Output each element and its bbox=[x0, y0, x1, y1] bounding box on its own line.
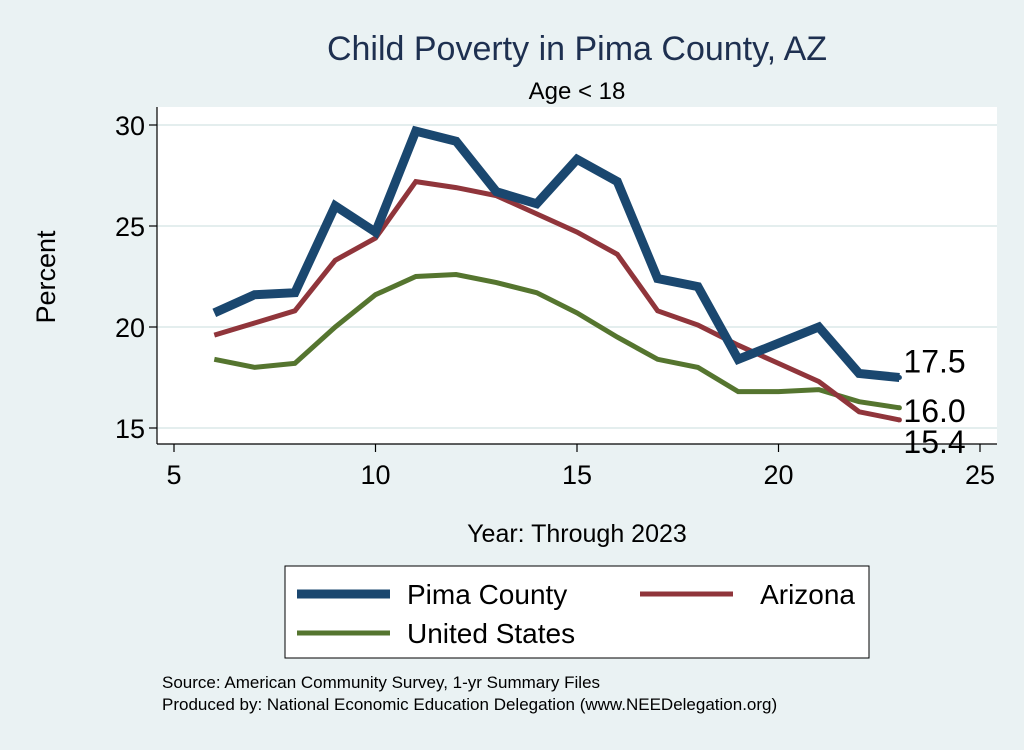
x-axis-title: Year: Through 2023 bbox=[467, 520, 687, 548]
x-tick-label: 25 bbox=[965, 460, 995, 490]
x-tick-label: 20 bbox=[763, 460, 793, 490]
series-lines bbox=[212, 125, 902, 423]
y-tick-label: 20 bbox=[115, 313, 145, 343]
y-tick-label: 15 bbox=[115, 414, 145, 444]
series-line-pima-county bbox=[212, 125, 900, 382]
y-tick-label: 25 bbox=[115, 212, 145, 242]
series-line-arizona bbox=[213, 178, 900, 423]
source-note: Source: American Community Survey, 1-yr … bbox=[162, 673, 600, 692]
gridlines bbox=[157, 124, 997, 429]
x-tick-label: 5 bbox=[166, 460, 181, 490]
x-tick-label: 10 bbox=[360, 460, 390, 490]
x-tick-label: 15 bbox=[562, 460, 592, 490]
series-line-united-states bbox=[213, 271, 900, 411]
produced-by-note: Produced by: National Economic Education… bbox=[162, 695, 777, 714]
series-end-marker bbox=[896, 417, 902, 423]
legend-label: United States bbox=[407, 618, 575, 649]
end-value-label: 17.5 bbox=[903, 344, 965, 380]
chart-subtitle: Age < 18 bbox=[529, 78, 626, 105]
series-end-marker bbox=[896, 375, 902, 380]
legend-label: Pima County bbox=[407, 579, 567, 610]
legend-label: Arizona bbox=[760, 579, 855, 610]
end-value-label: 16.0 bbox=[903, 393, 965, 429]
ticks: 15 20 25 30 5 10 15 20 25 bbox=[115, 111, 995, 490]
legend-box bbox=[284, 565, 870, 659]
y-axis-title: Percent bbox=[31, 230, 61, 324]
chart-title: Child Poverty in Pima County, AZ bbox=[327, 30, 827, 68]
series-end-marker bbox=[896, 405, 902, 411]
y-tick-label: 30 bbox=[115, 111, 145, 141]
end-value-label: 15.4 bbox=[903, 424, 965, 460]
end-labels: 17.5 15.416.0 bbox=[903, 344, 965, 460]
legend: Pima County Arizona United States bbox=[284, 565, 870, 659]
